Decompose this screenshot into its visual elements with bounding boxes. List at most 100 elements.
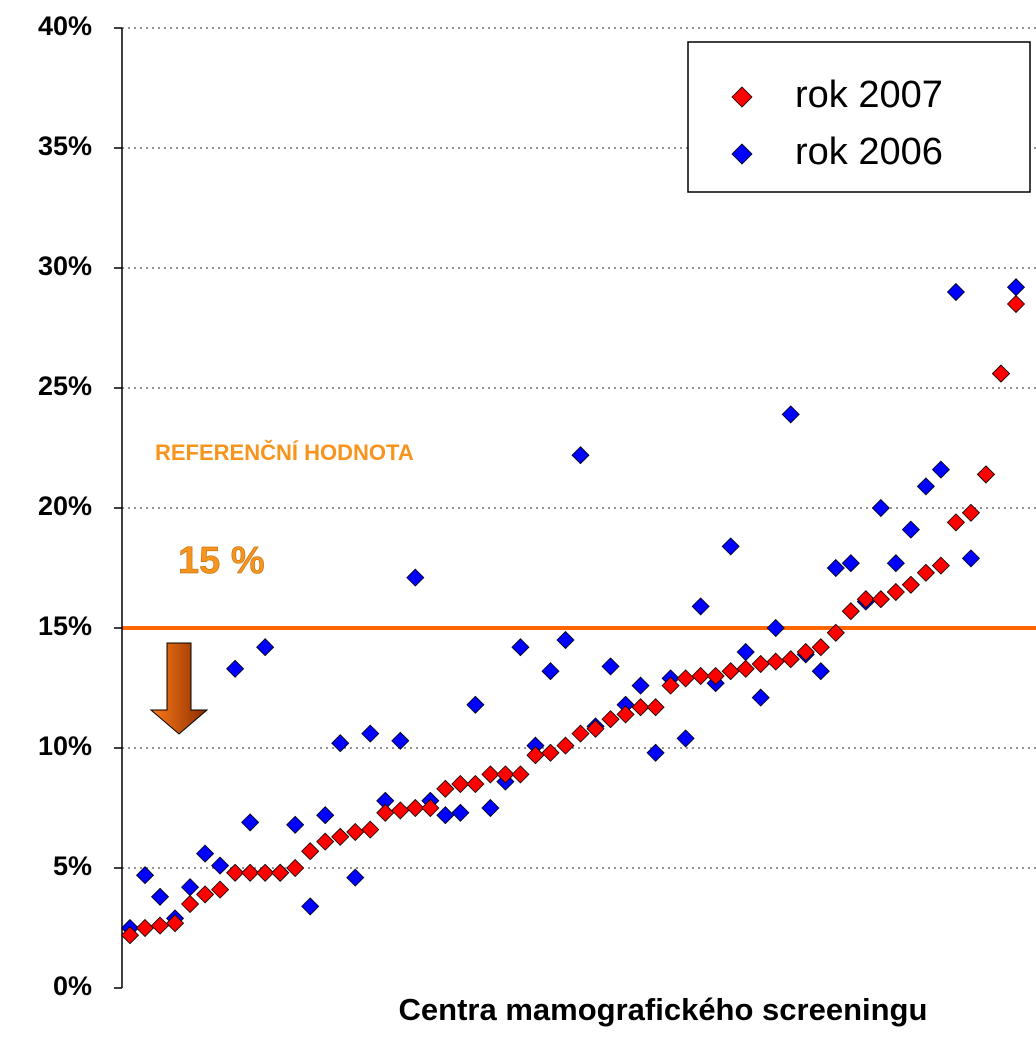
data-point	[436, 806, 455, 825]
data-point	[181, 894, 200, 914]
data-point	[886, 582, 905, 602]
legend: rok 2007 rok 2006	[687, 41, 1031, 193]
data-point	[135, 866, 155, 885]
data-point	[541, 662, 560, 681]
data-point	[886, 554, 905, 573]
data-point	[211, 880, 230, 899]
marks	[120, 278, 1026, 945]
data-point	[646, 743, 665, 762]
data-point	[811, 638, 830, 657]
data-point	[286, 815, 305, 834]
data-point	[676, 729, 695, 748]
data-point	[631, 698, 650, 717]
data-point	[316, 806, 335, 825]
y-tick-label: 20%	[38, 491, 92, 521]
data-point	[706, 666, 725, 686]
data-point	[991, 364, 1011, 383]
data-point	[481, 798, 500, 818]
data-point	[466, 695, 485, 714]
data-point	[226, 659, 245, 678]
data-point	[961, 503, 981, 522]
data-point	[766, 618, 785, 638]
data-point	[135, 918, 155, 938]
data-point	[1006, 278, 1026, 297]
data-point	[331, 827, 350, 846]
data-point	[616, 705, 635, 724]
legend-label: rok 2006	[795, 131, 943, 173]
data-point	[376, 803, 395, 822]
data-point	[1006, 294, 1026, 314]
y-tick-label: 5%	[53, 851, 92, 881]
data-point	[241, 863, 260, 882]
data-point	[511, 765, 530, 784]
data-point	[676, 669, 695, 688]
reference-value: 15 %	[178, 540, 265, 582]
x-axis-title: Centra mamografického screeningu	[399, 992, 928, 1027]
y-tick-label: 35%	[38, 131, 92, 161]
data-point	[181, 878, 200, 897]
data-point	[511, 638, 530, 657]
data-point	[631, 676, 650, 695]
data-point	[496, 765, 515, 784]
data-point	[841, 554, 860, 573]
data-point	[331, 734, 350, 753]
data-point	[481, 765, 500, 784]
data-point	[691, 597, 710, 616]
data-point	[346, 868, 365, 887]
data-point	[601, 710, 620, 729]
data-point	[781, 405, 800, 424]
data-point	[721, 537, 740, 556]
data-point	[826, 558, 845, 578]
data-point	[556, 736, 575, 755]
data-point	[361, 820, 380, 839]
legend-marker	[731, 86, 753, 108]
data-point	[436, 779, 455, 798]
data-point	[796, 642, 815, 662]
data-point	[751, 654, 770, 674]
data-point	[871, 590, 890, 609]
data-point	[226, 863, 245, 882]
data-point	[211, 856, 230, 875]
data-point	[841, 602, 860, 621]
data-point	[361, 724, 380, 743]
data-point	[150, 916, 170, 935]
y-tick-label: 10%	[38, 731, 92, 761]
data-point	[421, 798, 440, 818]
data-point	[241, 813, 260, 832]
data-point	[856, 590, 875, 609]
legend-marker	[731, 143, 753, 165]
y-tick-label: 0%	[53, 971, 92, 1001]
data-point	[781, 650, 800, 669]
data-point	[271, 863, 290, 882]
data-point	[946, 513, 965, 532]
data-point	[586, 719, 605, 738]
data-point	[766, 652, 785, 671]
data-point	[901, 520, 920, 539]
data-point	[196, 844, 215, 863]
data-point	[301, 897, 320, 916]
data-point	[301, 842, 320, 861]
data-point	[316, 832, 335, 851]
data-point	[976, 465, 996, 484]
legend-box	[687, 41, 1031, 193]
data-point	[826, 623, 845, 642]
arrow-icon	[149, 642, 209, 735]
data-point	[406, 568, 425, 587]
data-point	[391, 801, 410, 820]
data-point	[120, 926, 140, 945]
data-point	[406, 798, 425, 818]
data-point	[451, 803, 470, 822]
y-tick-label: 15%	[38, 611, 92, 641]
data-point	[751, 688, 770, 707]
data-point	[736, 642, 755, 662]
data-point	[541, 743, 560, 762]
data-point	[961, 549, 981, 568]
y-tick-label: 25%	[38, 371, 92, 401]
data-point	[811, 662, 830, 681]
data-point	[286, 858, 305, 878]
data-point	[256, 638, 275, 657]
y-tick-label: 30%	[38, 251, 92, 281]
data-point	[571, 446, 590, 465]
